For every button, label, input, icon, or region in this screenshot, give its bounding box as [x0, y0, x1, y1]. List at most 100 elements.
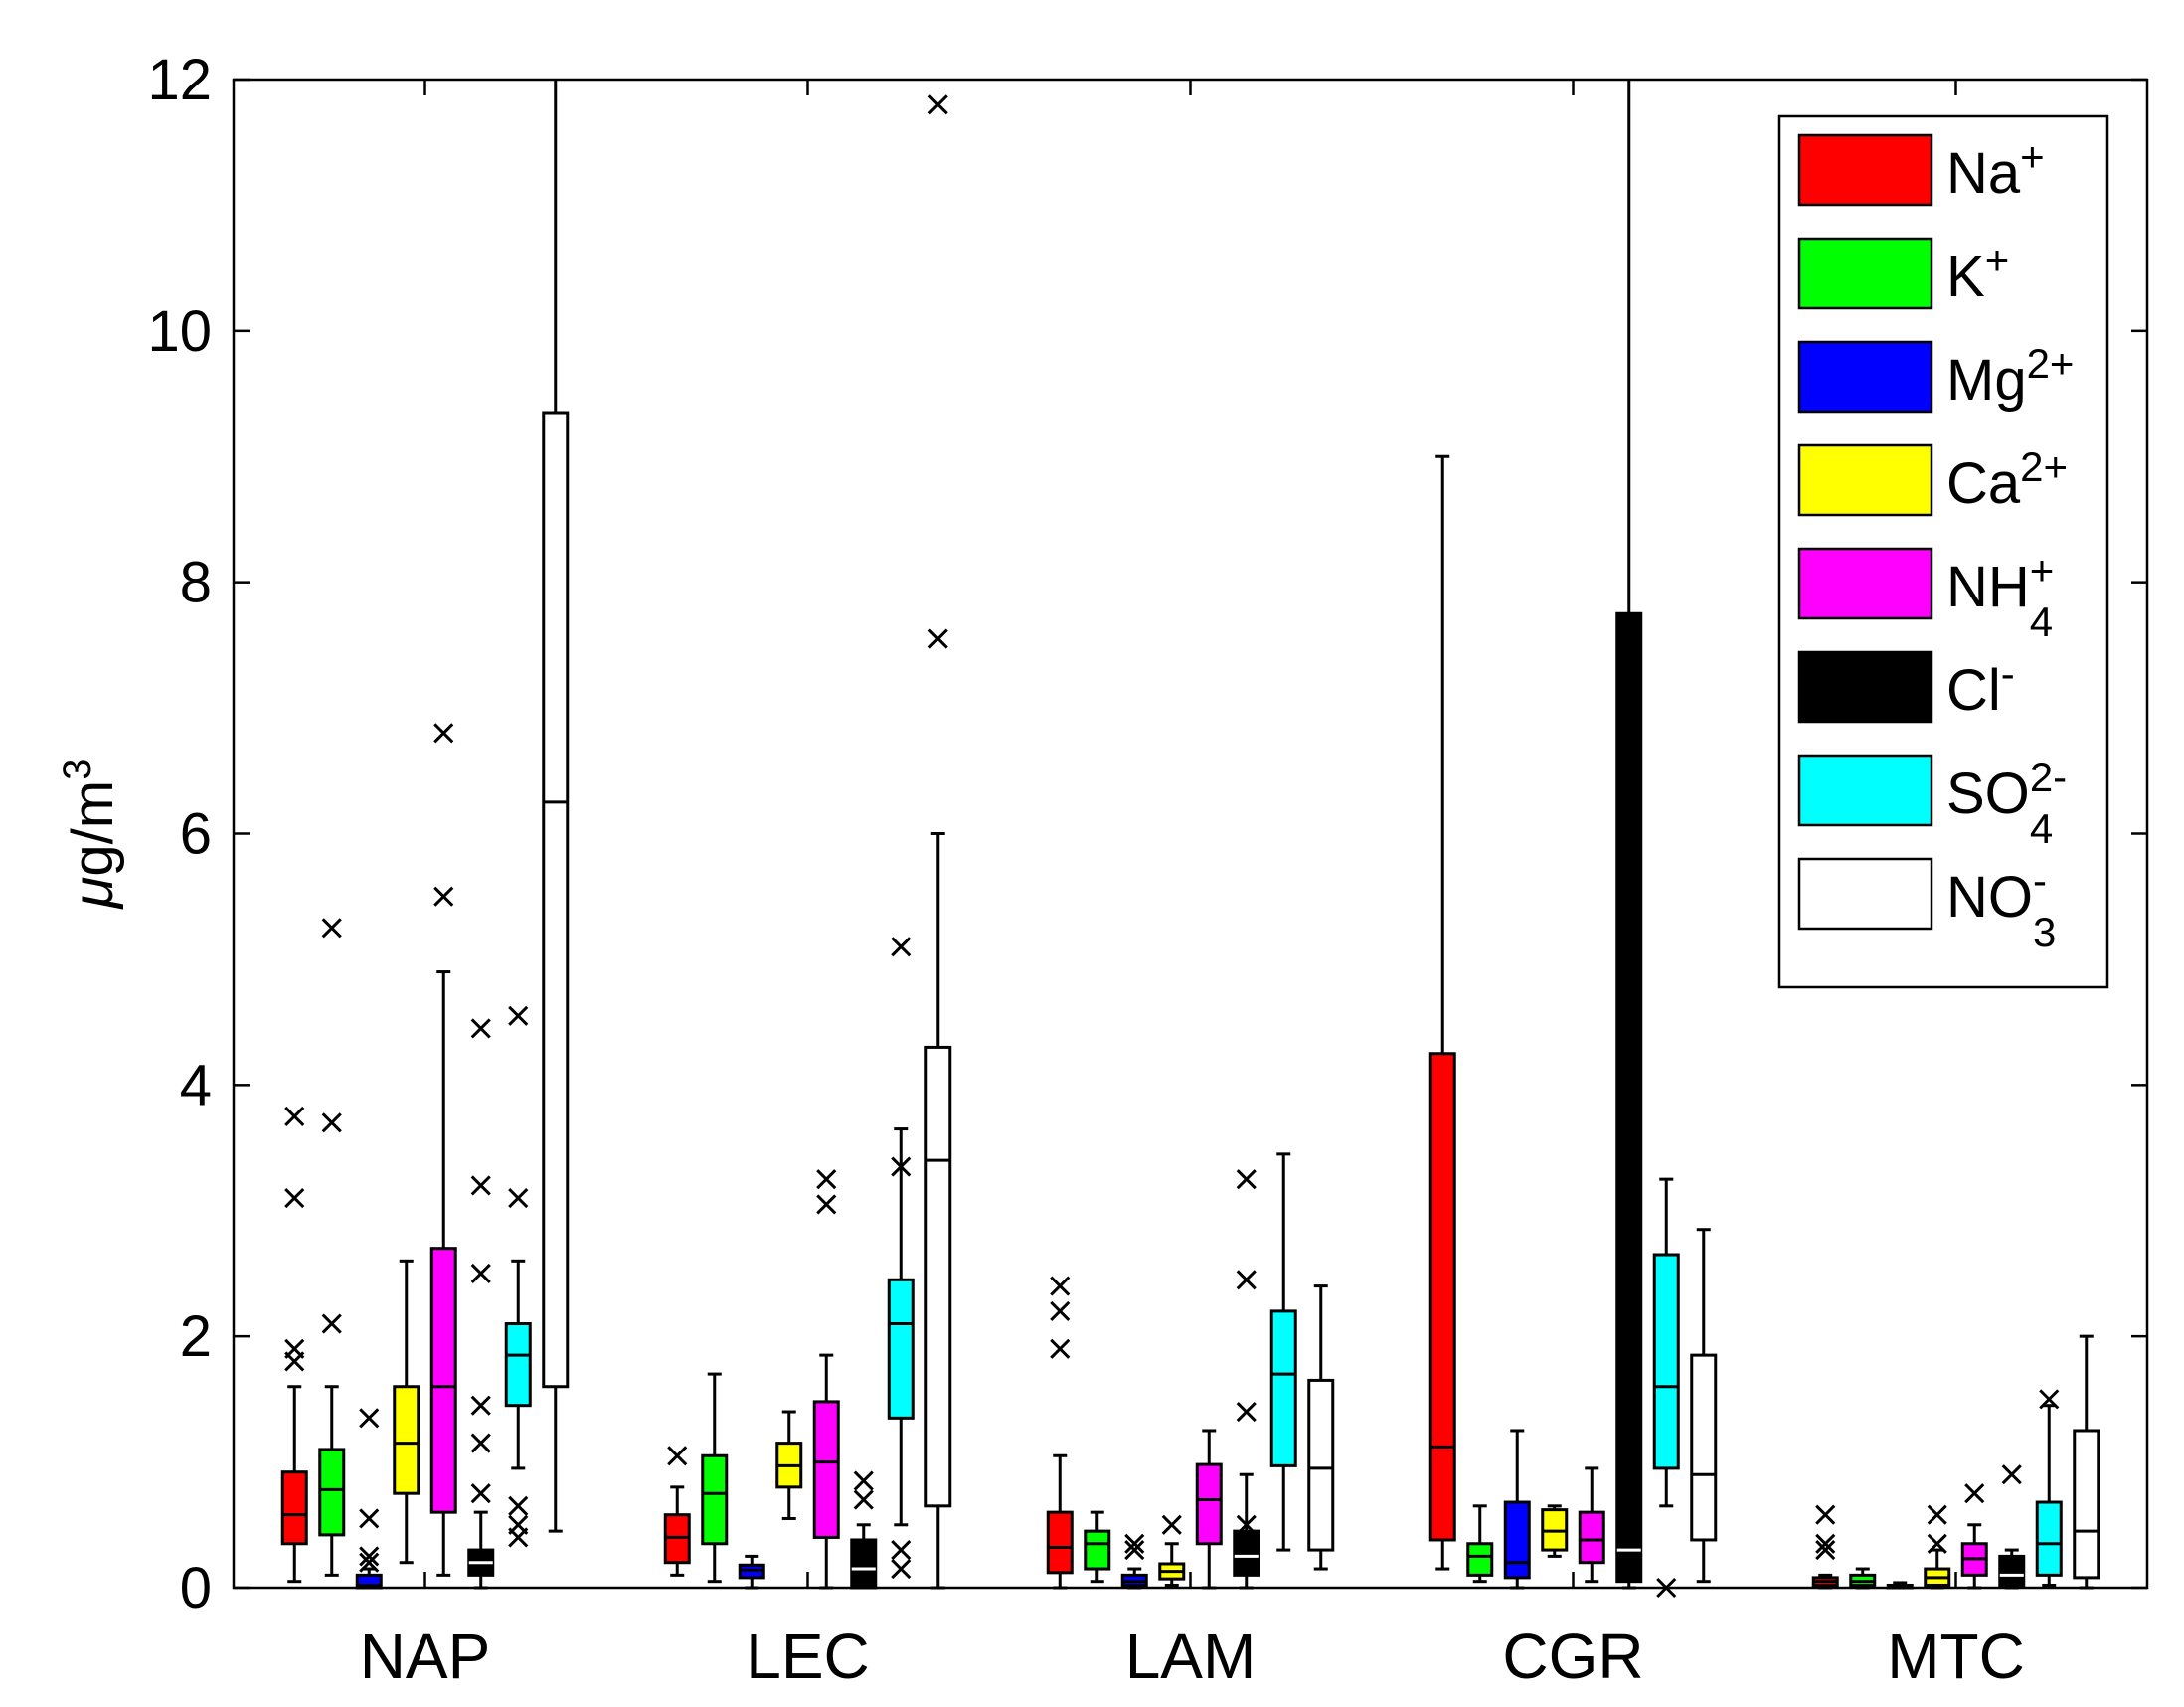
outlier-stroke: [470, 1433, 491, 1453]
outlier-marker: [1050, 1276, 1071, 1296]
outlier-stroke: [1050, 1300, 1071, 1321]
box-LEC-Ca: [775, 1410, 803, 1520]
y-tick-label: 6: [180, 802, 212, 867]
legend-label-superscript: -: [2001, 650, 2015, 697]
box-CGR-NH: [1578, 1466, 1605, 1584]
box-iqr: [504, 1322, 532, 1408]
legend-label-base: Ca: [1946, 451, 2021, 516]
legend-label-NH: NH+ 4: [1946, 547, 2054, 645]
box-LAM-Na: [1046, 1276, 1074, 1590]
outlier-stroke: [321, 918, 342, 939]
outlier-marker: [284, 1338, 305, 1359]
box-iqr: [1615, 611, 1643, 1584]
legend-swatch-K: [1797, 237, 1933, 310]
outlier-stroke: [1124, 1540, 1145, 1561]
box-LAM-Cl: [1233, 1169, 1260, 1590]
outlier-marker: [1815, 1540, 1836, 1561]
box-iqr: [1690, 1353, 1718, 1542]
box-NAP-Cl: [467, 1018, 495, 1590]
outlier-stroke: [508, 1495, 529, 1516]
legend-swatch-NO: [1797, 857, 1933, 931]
box-CGR-NO: [1690, 1228, 1718, 1584]
outlier-stroke: [2001, 1464, 2022, 1485]
outlier-marker: [927, 628, 948, 649]
box-iqr: [280, 1470, 308, 1546]
outlier-stroke: [284, 1338, 305, 1359]
outlier-marker: [321, 918, 342, 939]
box-iqr: [924, 1045, 952, 1508]
outlier-marker: [1815, 1533, 1836, 1554]
outlier-marker: [1236, 1514, 1257, 1535]
outlier-stroke: [2039, 1389, 2060, 1410]
outlier-stroke: [816, 1194, 837, 1215]
legend-label-superscript: +: [2030, 547, 2055, 594]
box-CGR-Ca: [1541, 1504, 1569, 1558]
outlier-stroke: [470, 1263, 491, 1284]
outlier-stroke: [284, 1106, 305, 1126]
box-iqr: [1428, 1052, 1456, 1542]
box-NAP-K: [318, 918, 346, 1577]
box-LAM-SO: [1269, 1152, 1297, 1552]
box-NAP-Ca: [393, 1259, 420, 1565]
box-LAM-NH: [1195, 1429, 1223, 1590]
outlier-marker: [891, 937, 912, 957]
legend-label-subscript: 4: [2030, 598, 2053, 645]
box-iqr: [850, 1538, 878, 1590]
box-iqr: [2073, 1429, 2100, 1580]
box-iqr: [887, 1278, 915, 1420]
outlier-marker: [2001, 1464, 2022, 1485]
outlier-marker: [470, 1483, 491, 1504]
outlier-stroke: [1815, 1504, 1836, 1525]
x-tick-label: CGR: [1502, 1621, 1643, 1692]
outlier-stroke: [927, 94, 948, 115]
outlier-stroke: [891, 1540, 912, 1561]
outlier-stroke: [1050, 1338, 1071, 1359]
boxes-layer: [280, 80, 2100, 1599]
box-iqr: [1233, 1529, 1260, 1577]
outlier-stroke: [853, 1489, 874, 1510]
y-tick-label: 0: [180, 1556, 212, 1621]
outlier-marker: [891, 1558, 912, 1580]
outlier-marker: [816, 1194, 837, 1215]
outlier-marker: [853, 1470, 874, 1491]
outlier-stroke: [470, 1175, 491, 1196]
outlier-marker: [2039, 1389, 2060, 1410]
outlier-stroke: [1236, 1270, 1257, 1290]
outlier-marker: [667, 1446, 688, 1466]
box-LAM-NO: [1307, 1284, 1335, 1571]
outlier-marker: [508, 1514, 529, 1535]
legend-swatch-Cl: [1797, 650, 1933, 724]
box-NAP-NH: [429, 723, 457, 1577]
outlier-stroke: [284, 1188, 305, 1209]
outlier-marker: [1964, 1483, 1985, 1504]
outlier-marker: [359, 1552, 380, 1573]
legend-swatch-Mg: [1797, 340, 1933, 414]
box-iqr: [1269, 1309, 1297, 1467]
ticks-layer: 0 2 4 6 8 10 12 NAP LEC LAM CGR MTC: [147, 48, 2147, 1692]
outlier-stroke: [853, 1470, 874, 1491]
outlier-stroke: [891, 1156, 912, 1177]
outlier-marker: [508, 1495, 529, 1516]
box-LEC-Mg: [738, 1554, 765, 1590]
box-LEC-Na: [663, 1446, 691, 1577]
outlier-stroke: [470, 1483, 491, 1504]
legend-label-Ca: Ca2+: [1946, 443, 2068, 516]
y-axis-label-exponent: 3: [56, 759, 99, 780]
box-CGR-K: [1466, 1504, 1494, 1584]
x-tick-label: LEC: [746, 1621, 870, 1692]
outlier-stroke: [359, 1408, 380, 1429]
box-CGR-Cl: [1615, 80, 1643, 1590]
y-axis-label: μg/m3: [56, 759, 125, 911]
outlier-marker: [359, 1408, 380, 1429]
legend-label-Mg: Mg2+: [1946, 340, 2074, 413]
box-CGR-Na: [1428, 454, 1456, 1571]
box-LEC-Cl: [850, 1470, 878, 1590]
legend-label-subscript: 3: [2033, 909, 2056, 955]
box-iqr: [1195, 1462, 1223, 1546]
outlier-marker: [508, 1005, 529, 1026]
outlier-stroke: [927, 628, 948, 649]
y-axis-label-mu: μ: [61, 877, 125, 911]
legend-swatch-Ca: [1797, 443, 1933, 517]
outlier-marker: [433, 723, 454, 744]
outlier-stroke: [1815, 1540, 1836, 1561]
